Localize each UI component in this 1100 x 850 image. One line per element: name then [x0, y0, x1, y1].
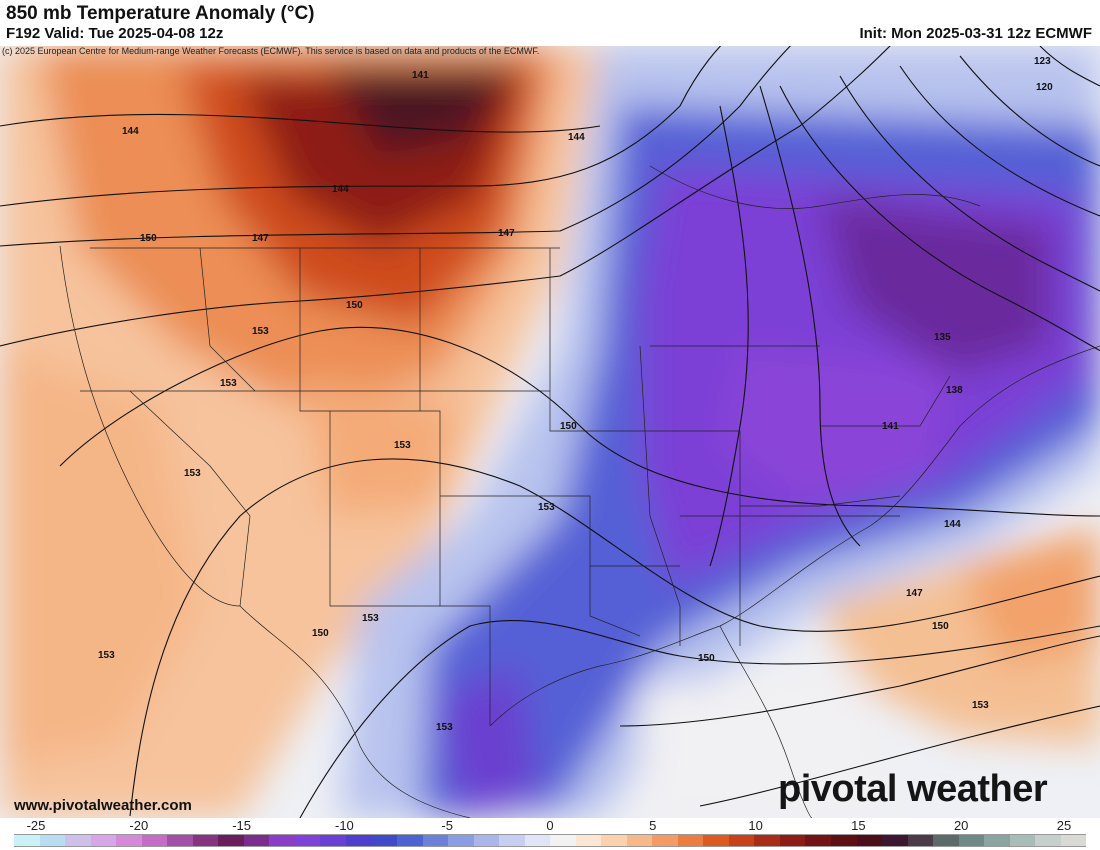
- copyright-notice: (c) 2025 European Centre for Medium-rang…: [2, 46, 540, 56]
- contour-label: 150: [140, 233, 157, 244]
- colorbar-swatch: [652, 835, 678, 846]
- colorbar-swatch: [243, 835, 270, 846]
- contour-label: 147: [498, 228, 515, 239]
- colorbar-swatch: [754, 835, 780, 846]
- colorbar-swatch: [371, 835, 397, 846]
- contour-label: 135: [934, 332, 951, 343]
- political-borders: [59, 165, 1100, 818]
- contour-label: 123: [1034, 56, 1051, 67]
- contour-label: 138: [946, 385, 963, 396]
- header-bar: 850 mb Temperature Anomaly (°C) F192 Val…: [0, 0, 1100, 46]
- colorbar-tick-label: -20: [129, 818, 149, 833]
- colorbar-tick-label: -15: [232, 818, 251, 833]
- contour-label: 144: [122, 126, 139, 137]
- colorbar-swatch: [779, 835, 806, 846]
- colorbar-tick-label: -5: [441, 818, 453, 833]
- colorbar-swatch: [499, 835, 525, 846]
- colorbar-tick-label: 25: [1056, 818, 1072, 833]
- colorbar-swatch: [728, 835, 755, 846]
- colorbar-swatch: [984, 835, 1010, 846]
- colorbar-tick-label: 5: [649, 818, 657, 833]
- contour-label: 153: [538, 502, 555, 513]
- contour-label: 153: [98, 650, 115, 661]
- colorbar-swatch: [1035, 835, 1061, 846]
- colorbar-swatch: [39, 835, 66, 846]
- colorbar-swatch: [141, 835, 168, 846]
- colorbar-swatch: [626, 835, 653, 846]
- colorbar-swatch: [677, 835, 704, 846]
- colorbar-swatch: [703, 835, 729, 846]
- contour-label: 141: [412, 70, 429, 81]
- contour-label: 144: [568, 132, 585, 143]
- colorbar-swatch: [601, 835, 627, 846]
- colorbar-tick-label: 0: [546, 818, 554, 833]
- contour-label: 153: [972, 700, 989, 711]
- brand-logo: pivotal weather: [778, 768, 1048, 810]
- colorbar-swatch: [14, 835, 40, 846]
- colorbar-swatch: [907, 835, 934, 846]
- colorbar-swatch: [294, 835, 321, 846]
- colorbar-tick-label: 10: [748, 818, 763, 833]
- colorbar-swatch: [90, 835, 117, 846]
- colorbar-swatch: [831, 835, 857, 846]
- contour-label: 153: [362, 613, 379, 624]
- colorbar-ticks: -25 -20 -15 -10 -5 0 5 10 15 20 25: [0, 818, 1100, 834]
- colorbar-swatch: [65, 835, 91, 846]
- colorbar-swatch: [218, 835, 244, 846]
- colorbar-tick-label: -10: [334, 818, 354, 833]
- contour-label: 144: [944, 519, 961, 530]
- colorbar: [14, 834, 1087, 847]
- colorbar-swatch: [396, 835, 423, 846]
- colorbar-swatch: [422, 835, 449, 846]
- colorbar-swatch: [933, 835, 959, 846]
- colorbar-swatch: [550, 835, 576, 846]
- contour-label: 147: [252, 233, 269, 244]
- contour-label: 150: [560, 421, 577, 432]
- contour-label: 153: [394, 440, 411, 451]
- colorbar-swatch: [167, 835, 193, 846]
- colorbar-swatch: [856, 835, 883, 846]
- height-contours: [0, 46, 1100, 818]
- contour-label: 150: [346, 300, 363, 311]
- map-svg: 141 144 144 144 147 147 150 150 153 153 …: [0, 46, 1100, 818]
- colorbar-swatch: [958, 835, 985, 846]
- contour-label: 153: [436, 722, 453, 733]
- contour-label: 150: [698, 653, 715, 664]
- colorbar-tick-label: 15: [851, 818, 866, 833]
- colorbar-swatch: [116, 835, 142, 846]
- colorbar-tick-label: -25: [26, 818, 46, 833]
- anomaly-field: [0, 46, 1100, 818]
- colorbar-swatch: [1060, 835, 1087, 846]
- colorbar-swatch: [345, 835, 372, 846]
- contour-labels: 141 144 144 144 147 147 150 150 153 153 …: [98, 56, 1053, 733]
- colorbar-swatch: [882, 835, 908, 846]
- colorbar-swatch: [448, 835, 474, 846]
- contour-label: 147: [906, 588, 923, 599]
- contour-label: 153: [220, 378, 237, 389]
- contour-label: 153: [252, 326, 269, 337]
- colorbar-tick-label: 20: [953, 818, 969, 833]
- valid-time: F192 Valid: Tue 2025-04-08 12z: [6, 25, 224, 42]
- contour-label: 150: [312, 628, 329, 639]
- website-link[interactable]: www.pivotalweather.com: [14, 797, 192, 814]
- contour-label: 141: [882, 421, 899, 432]
- map-title: 850 mb Temperature Anomaly (°C): [6, 3, 315, 24]
- init-time: Init: Mon 2025-03-31 12z ECMWF: [859, 25, 1092, 42]
- contour-label: 120: [1036, 82, 1053, 93]
- colorbar-swatch: [575, 835, 602, 846]
- colorbar-swatch: [320, 835, 346, 846]
- colorbar-swatch: [524, 835, 551, 846]
- anomaly-map[interactable]: 141 144 144 144 147 147 150 150 153 153 …: [0, 46, 1100, 818]
- colorbar-swatch: [192, 835, 219, 846]
- colorbar-swatch: [473, 835, 500, 846]
- contour-label: 153: [184, 468, 201, 479]
- contour-label: 150: [932, 621, 949, 632]
- contour-label: 144: [332, 184, 349, 195]
- colorbar-swatch: [805, 835, 831, 846]
- colorbar-swatch: [269, 835, 295, 846]
- colorbar-swatch: [1009, 835, 1036, 846]
